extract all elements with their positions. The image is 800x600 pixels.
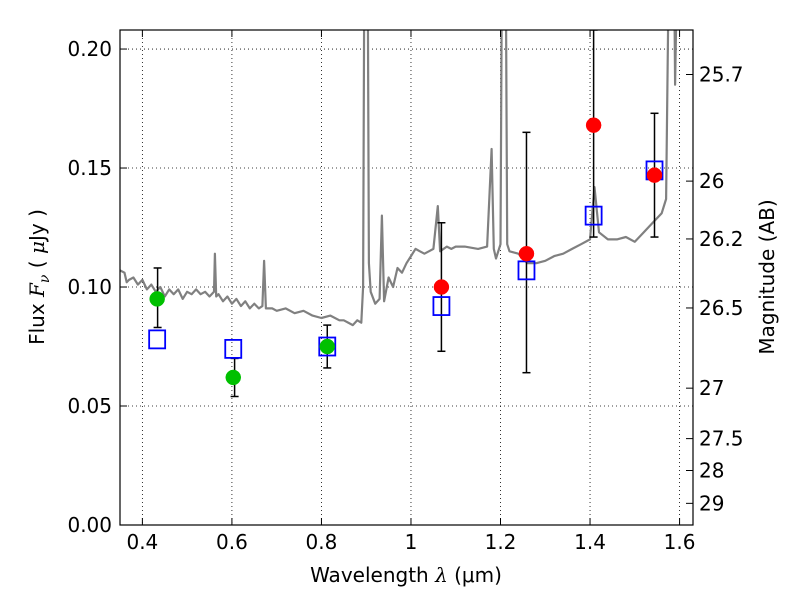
y2-axis-label: Magnitude (AB) [755,199,779,354]
observed-red-point [585,117,602,133]
x-tick-label: 1 [405,530,418,554]
y2-tick-label: 27.5 [699,427,744,451]
y-axis-label: Flux Fν ( μJy ) [25,209,53,345]
x-axis-label-unit: (μm) [454,563,502,587]
x-tick-label: 0.6 [216,530,248,554]
y-axis-label-subscript: ν [37,274,53,283]
y2-tick-label: 26 [699,169,724,193]
model-spectrum-line [120,30,678,327]
y-axis-label-mu: μ [25,241,49,254]
plot-area [120,30,678,398]
y2-tick-label: 27 [699,376,724,400]
y2-tick-label: 25.7 [699,63,744,87]
y-axis-label-text: Flux [25,303,49,345]
x-tick-label: 1.4 [574,530,606,554]
y2-tick-label: 29 [699,491,724,515]
x-tick-label: 1.2 [485,530,517,554]
axis-ticks: 0.4 0.6 0.8 1 1.2 1.4 1.6 0.00 0.05 0.10 0.15 0.20 2… [67,30,744,554]
y2-tick-label: 28 [699,459,724,483]
plot-background [120,30,693,525]
observed-red-point [646,167,663,183]
x-tick-label: 1.6 [664,530,696,554]
x-axis-label-text: Wavelength [310,563,429,587]
y2-tick-label: 26.2 [699,227,744,251]
y2-tick-label: 26.5 [699,296,744,320]
model-photometry-square [318,336,337,357]
observed-red-point [518,245,535,262]
y-tick-label: 0.15 [67,156,112,180]
y-tick-label: 0.00 [67,513,112,537]
x-axis-label: Wavelength λ (μm) [310,563,502,587]
model-photometry-square [432,296,451,316]
model-photometry-square [148,329,167,350]
observed-green-point [319,338,336,355]
x-tick-label: 0.4 [126,530,158,554]
y-axis-label-paren: ( [25,260,49,268]
plot-frame [119,29,694,526]
grid-lines [120,30,693,526]
y-tick-label: 0.10 [67,275,112,299]
y-tick-label: 0.05 [67,394,112,418]
y-axis-label-symbol: F [25,282,49,298]
model-photometry-square [584,205,603,226]
y-axis-label-unit: Jy ) [25,209,49,243]
model-photometry-square [224,338,243,359]
observed-red-point [433,279,450,295]
x-tick-label: 0.8 [306,530,338,554]
x-axis-label-symbol: λ [434,563,448,587]
observed-green-point [149,291,165,307]
observed-green-point [225,369,242,386]
y-tick-label: 0.20 [67,37,112,61]
